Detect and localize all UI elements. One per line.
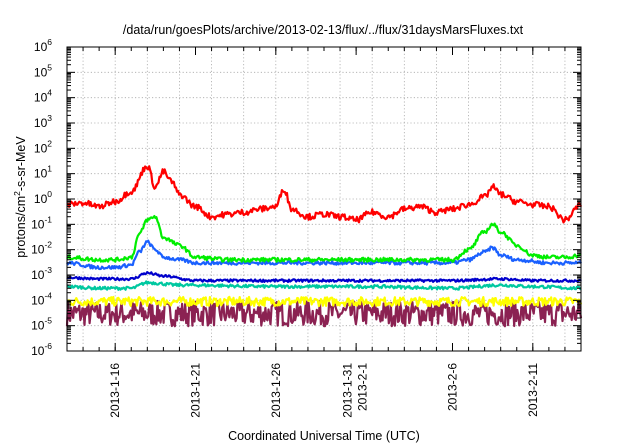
series-line [66, 215, 582, 263]
x-tick-label: 2013-1-26 [269, 363, 283, 418]
x-tick-label: 2013-2-11 [526, 363, 540, 417]
y-tick-label: 10-1 [31, 214, 52, 231]
x-tick-label: 2013-1-16 [108, 363, 122, 418]
series-layer [65, 165, 583, 328]
x-tick-labels: 2013-1-16 2013-1-21 2013-1-26 2013-1-31 2013… [108, 363, 540, 418]
y-tick-label: 10-5 [31, 316, 52, 333]
chart-title: /data/run/goesPlots/archive/2013-02-13/f… [123, 23, 524, 37]
series-line [66, 280, 582, 291]
y-tick-label: 105 [34, 62, 52, 79]
series-line [66, 295, 583, 308]
y-tick-label: 102 [34, 138, 52, 155]
y-tick-label: 106 [34, 37, 52, 54]
y-tick-label: 10-3 [31, 265, 52, 282]
series-line [66, 239, 582, 271]
x-tick-label: 2013-1-21 [189, 363, 203, 418]
y-tick-label: 10-6 [31, 341, 52, 358]
y-axis-label: protons/cm2-s-sr-MeV [12, 136, 28, 258]
y-tick-label: 104 [34, 88, 52, 105]
series-line [66, 165, 583, 224]
series-line [66, 271, 582, 283]
series-line [65, 299, 583, 328]
x-tick-label: 2013-2-1 [356, 363, 370, 411]
y-tick-label: 10-4 [31, 290, 52, 307]
x-axis-label: Coordinated Universal Time (UTC) [228, 429, 420, 443]
y-tick-labels: 10-6 10-5 10-4 10-3 10-2 10-1 100 101 102 103 104 1… [31, 37, 52, 358]
y-tick-label: 10-2 [31, 240, 52, 257]
y-tick-label: 103 [34, 113, 52, 130]
x-tick-label: 2013-1-31 [341, 363, 355, 418]
x-tick-label: 2013-2-6 [446, 363, 460, 411]
y-tick-label: 100 [34, 189, 52, 206]
y-tick-label: 101 [34, 164, 52, 181]
axis-ticks [67, 46, 581, 352]
